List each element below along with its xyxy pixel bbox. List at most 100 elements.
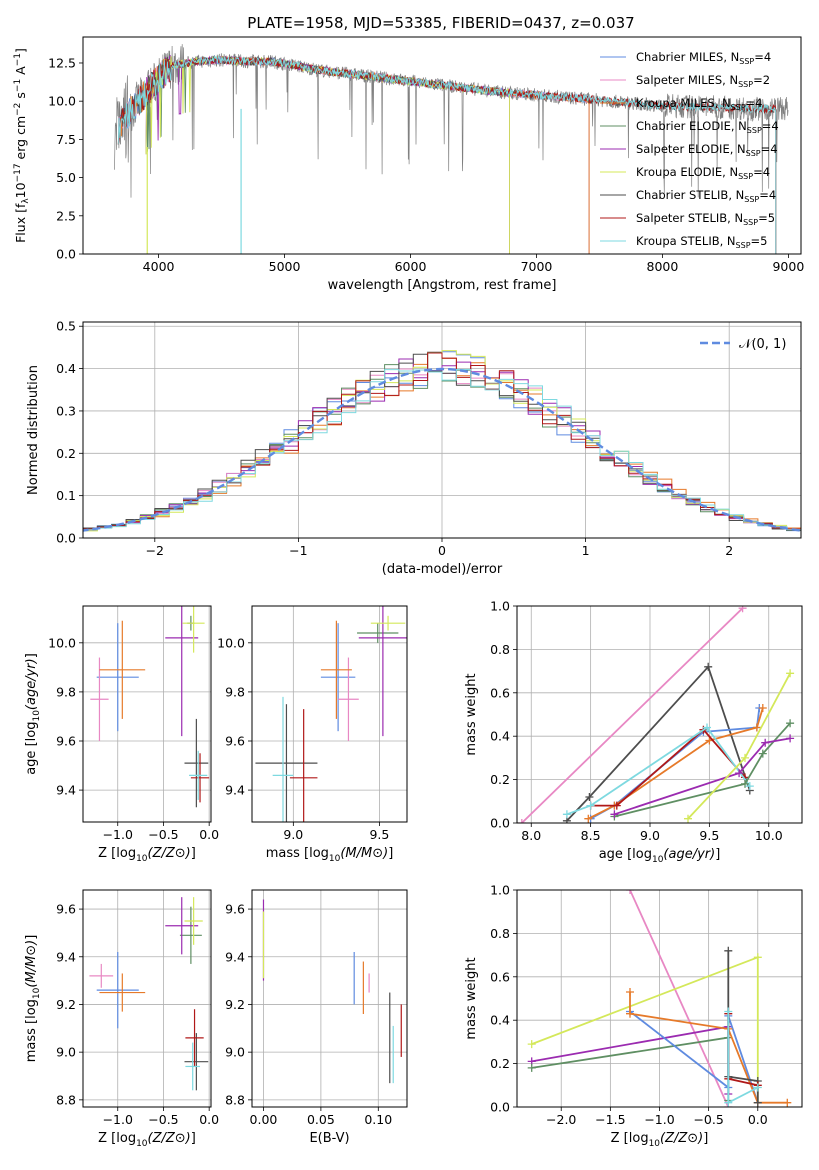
- errorbar-point: [90, 657, 109, 741]
- weight-marker: [703, 723, 711, 732]
- errorbar-point: [99, 973, 146, 1012]
- weight-marker: [786, 719, 795, 728]
- axes-frame: [82, 605, 212, 823]
- y-tick-label: 8.8: [225, 1092, 245, 1107]
- plot-area: [527, 890, 792, 1107]
- errorbar-point: [320, 623, 356, 732]
- errorbar-point: [189, 750, 208, 800]
- y-tick-label: 9.8: [225, 684, 245, 699]
- errorbar-point: [184, 718, 209, 808]
- y-tick-label: 9.6: [56, 902, 76, 917]
- x-tick-label: −1.5: [595, 1112, 625, 1127]
- x-tick-label: 9.0: [640, 828, 660, 843]
- legend-label: Kroupa MILES, NSSP=4: [636, 96, 762, 112]
- x-axis-label: Z [log10(Z/Z⊙)]: [98, 846, 196, 864]
- legend-label: Salpeter STELIB, NSSP=5: [636, 211, 775, 227]
- axes-spectrum: 4000 5000 6000 7000 8000 9000 0.0 2.5 5.0 7.5 10.0…: [13, 36, 804, 293]
- legend-label: Chabrier MILES, NSSP=4: [636, 50, 771, 66]
- x-tick-label: 0.0: [199, 827, 219, 842]
- weight-marker: [704, 662, 713, 671]
- weight-marker: [626, 988, 634, 996]
- errorbar-point: [99, 620, 146, 719]
- y-tick-label: 0.8: [490, 642, 510, 657]
- weight-line-kroupa-elodie: [687, 672, 791, 820]
- y-tick-label: 12.5: [48, 55, 76, 70]
- legend: Chabrier MILES, NSSP=4 Salpeter MILES, NS…: [600, 50, 779, 250]
- legend-label: Chabrier ELODIE, NSSP=4: [636, 119, 779, 135]
- plot-area: [255, 606, 407, 822]
- weight-line-salpeter-stelib: [590, 728, 746, 807]
- weight-line-salpeter-miles: [629, 890, 730, 1107]
- x-tick-label: 4000: [143, 259, 175, 274]
- errorbar-point: [179, 906, 202, 964]
- weight-marker: [741, 753, 749, 762]
- errorbar-point: [185, 1009, 204, 1067]
- y-tick-label: 9.4: [56, 949, 76, 964]
- errorbar-point: [96, 623, 139, 732]
- x-tick-label: 9.5: [699, 828, 719, 843]
- x-tick-label: 8000: [647, 259, 679, 274]
- x-axis-label: Z [log10(Z/Z⊙)]: [98, 1131, 196, 1149]
- weight-marker: [724, 946, 733, 955]
- weight-line-chabrier-stelib: [566, 665, 751, 822]
- errorbar-point: [184, 1033, 209, 1091]
- legend: 𝒩(0, 1): [700, 337, 786, 352]
- x-tick-label: 1: [582, 543, 590, 558]
- y-tick-label: 0.0: [490, 1100, 510, 1115]
- y-tick-label: 9.4: [225, 949, 245, 964]
- x-tick-label: 8.5: [581, 828, 601, 843]
- axes-frame: [251, 889, 408, 1108]
- weight-marker: [753, 1098, 762, 1107]
- errorbar-point: [96, 952, 139, 1029]
- y-tick-label: 0.8: [490, 926, 510, 941]
- y-tick-label: 9.6: [225, 734, 245, 749]
- plot-area: [90, 606, 210, 808]
- weight-marker: [786, 669, 795, 678]
- errorbar-point: [289, 709, 318, 822]
- plot-area: [114, 44, 789, 254]
- x-tick-label: 0.05: [307, 1112, 335, 1127]
- plot-area: [89, 897, 209, 1091]
- weight-marker: [517, 819, 526, 823]
- weight-marker: [527, 1063, 536, 1072]
- y-tick-label: 0.4: [490, 729, 510, 744]
- y-tick-label: 0.6: [490, 685, 510, 700]
- weight-marker: [752, 723, 761, 732]
- errorbar-point: [185, 1042, 201, 1091]
- errorbar-point: [165, 897, 199, 955]
- weight-marker: [786, 734, 795, 743]
- weight-marker: [612, 801, 621, 810]
- errorbar-point: [320, 620, 352, 719]
- weight-marker: [724, 1098, 733, 1107]
- y-tick-label: 0.0: [56, 247, 76, 262]
- axes-frame: [82, 889, 212, 1108]
- weight-marker: [584, 814, 593, 823]
- x-tick-label: 6000: [395, 259, 427, 274]
- x-tick-label: 9000: [772, 259, 804, 274]
- y-axis-label: mass [log10(M/M⊙)]: [24, 935, 42, 1063]
- x-axis-label: age [log10(age/yr)]: [599, 847, 721, 865]
- y-tick-label: 9.4: [56, 783, 76, 798]
- axes-ebv-mass: 0.00 0.05 0.10 8.8 9.0 9.2 9.4 9.6 E(B-V): [225, 889, 408, 1146]
- model-line-kroupa-miles: [117, 55, 590, 254]
- legend-label: Chabrier STELIB, NSSP=4: [636, 188, 776, 204]
- plot-area: [262, 899, 402, 1084]
- x-tick-label: 5000: [269, 259, 301, 274]
- weight-marker: [758, 749, 767, 758]
- axes-frame: [251, 605, 408, 823]
- weight-line-kroupa-elodie: [531, 955, 759, 1103]
- x-tick-label: 0.0: [748, 1112, 768, 1127]
- weight-marker: [562, 810, 571, 819]
- errorbar-point: [357, 623, 399, 643]
- weight-marker: [724, 1007, 733, 1016]
- x-tick-label: 0.10: [364, 1112, 392, 1127]
- weight-marker: [745, 782, 754, 791]
- errorbar-point: [89, 963, 114, 988]
- weight-marker: [753, 953, 762, 962]
- weight-marker: [735, 769, 744, 778]
- axes-frame: [82, 321, 802, 539]
- axes-z-age: −1.0 −0.5 0.0 9.4 9.6 9.8 10.0 Z [log10(Z/Z⊙)] a…: [24, 605, 219, 864]
- x-axis-label: wavelength [Angstrom, rest frame]: [328, 278, 557, 293]
- x-tick-label: −2: [146, 543, 164, 558]
